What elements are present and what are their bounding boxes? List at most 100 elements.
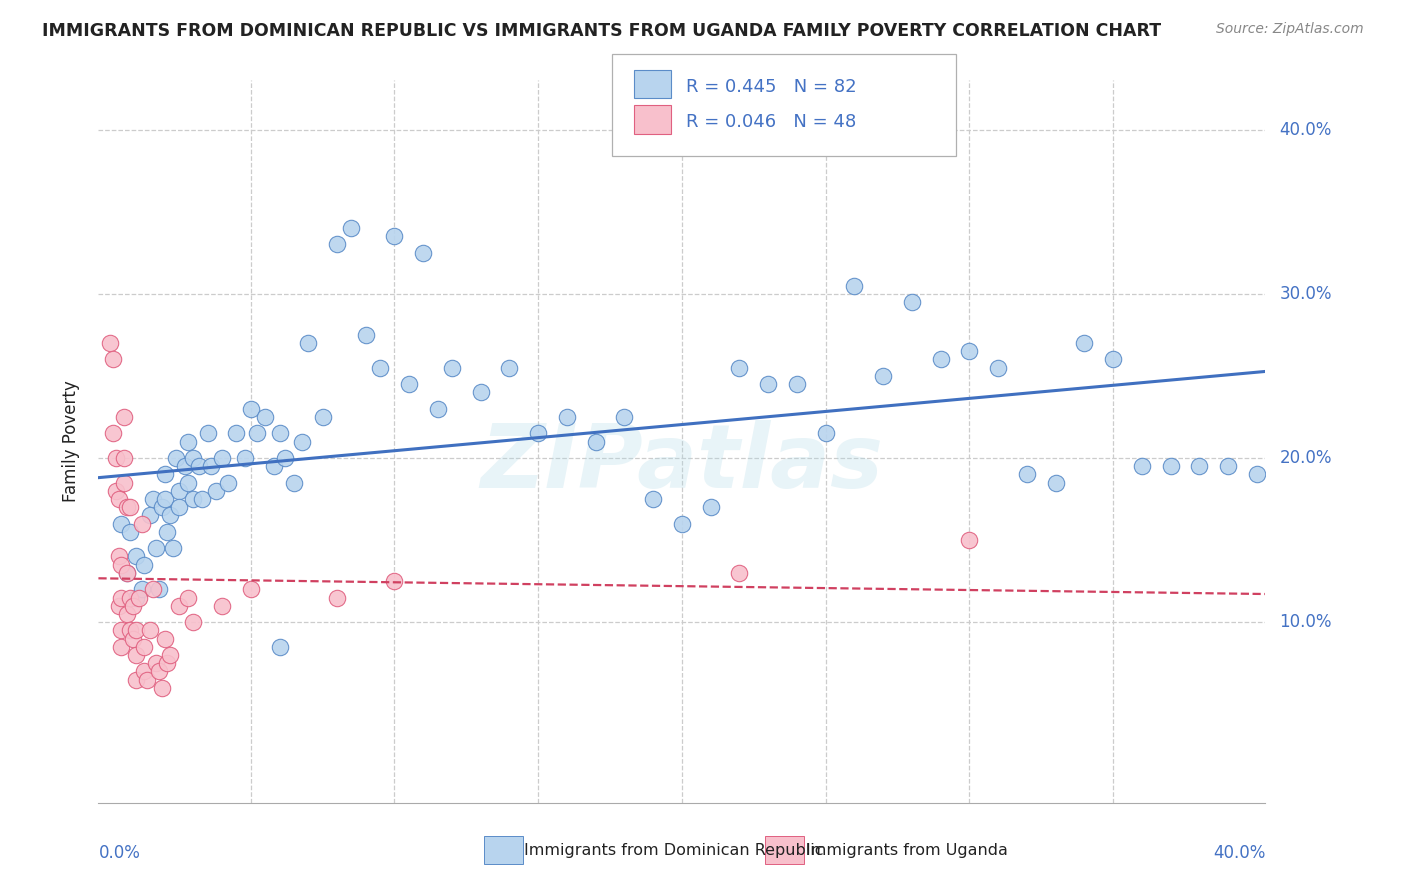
Text: 40.0%: 40.0% (1213, 845, 1265, 863)
Text: 20.0%: 20.0% (1279, 449, 1331, 467)
Point (131, 582, 153, 597)
Text: 0.0%: 0.0% (98, 845, 141, 863)
Point (555, 409, 578, 424)
Point (527, 426, 550, 441)
Point (269, 426, 291, 441)
Point (118, 524, 141, 539)
Point (145, 657, 167, 671)
Point (107, 549, 129, 564)
Point (159, 508, 181, 523)
Point (156, 524, 179, 539)
Point (197, 426, 219, 441)
Point (125, 549, 148, 564)
Text: R = 0.046   N = 48: R = 0.046 N = 48 (686, 113, 856, 131)
Point (756, 377, 779, 392)
Point (148, 665, 170, 679)
Point (254, 409, 277, 424)
Point (139, 624, 162, 638)
Point (150, 500, 173, 515)
Point (412, 245, 434, 260)
Point (1015, 467, 1038, 482)
Point (326, 591, 349, 605)
Point (426, 401, 449, 416)
Point (115, 607, 138, 621)
Point (115, 566, 138, 580)
Point (167, 500, 190, 515)
Point (107, 599, 129, 613)
Point (211, 599, 233, 613)
Point (929, 352, 952, 367)
Point (167, 483, 190, 498)
Point (153, 467, 176, 482)
Point (176, 475, 198, 490)
Point (245, 426, 267, 441)
Point (176, 434, 198, 449)
Point (101, 352, 124, 367)
Point (173, 459, 195, 474)
Point (118, 500, 141, 515)
Point (115, 566, 138, 580)
Point (354, 327, 377, 342)
Point (110, 516, 132, 531)
Point (326, 237, 349, 252)
Point (398, 377, 420, 392)
Y-axis label: Family Poverty: Family Poverty (62, 381, 80, 502)
Point (142, 582, 165, 597)
Point (181, 615, 204, 630)
Point (98, 336, 121, 351)
Point (957, 533, 980, 547)
Point (440, 360, 463, 375)
Text: 10.0%: 10.0% (1279, 613, 1331, 632)
Text: 40.0%: 40.0% (1279, 120, 1331, 138)
Point (142, 491, 165, 506)
Point (1188, 459, 1211, 474)
Point (200, 459, 222, 474)
Point (181, 491, 204, 506)
Point (844, 278, 866, 293)
Point (125, 673, 148, 687)
Point (987, 360, 1010, 375)
Point (384, 574, 406, 588)
Point (115, 500, 138, 515)
Point (134, 665, 156, 679)
Point (585, 434, 607, 449)
Point (1102, 352, 1125, 367)
Point (131, 516, 153, 531)
Point (1160, 459, 1182, 474)
Point (122, 632, 145, 646)
Point (1073, 336, 1095, 351)
Point (217, 475, 239, 490)
Point (112, 409, 135, 424)
Point (110, 558, 132, 572)
Point (814, 426, 837, 441)
Point (498, 360, 520, 375)
Point (643, 491, 665, 506)
Point (125, 591, 148, 605)
Point (470, 385, 492, 400)
Point (118, 624, 141, 638)
Point (233, 450, 256, 465)
Point (340, 221, 363, 235)
Point (125, 648, 148, 662)
Point (145, 541, 167, 556)
Point (153, 632, 176, 646)
Point (181, 450, 204, 465)
Text: Immigrants from Dominican Republic: Immigrants from Dominican Republic (524, 843, 824, 857)
Point (167, 599, 190, 613)
Point (211, 450, 233, 465)
Point (188, 459, 211, 474)
Point (148, 582, 170, 597)
Text: Immigrants from Uganda: Immigrants from Uganda (806, 843, 1008, 857)
Text: Source: ZipAtlas.com: Source: ZipAtlas.com (1216, 22, 1364, 37)
Point (311, 409, 333, 424)
Point (176, 591, 198, 605)
Point (110, 624, 132, 638)
Point (239, 401, 262, 416)
Point (1045, 475, 1067, 490)
Point (263, 459, 285, 474)
Point (786, 377, 808, 392)
Point (107, 491, 129, 506)
Point (671, 516, 693, 531)
Point (269, 640, 291, 654)
Point (239, 582, 262, 597)
